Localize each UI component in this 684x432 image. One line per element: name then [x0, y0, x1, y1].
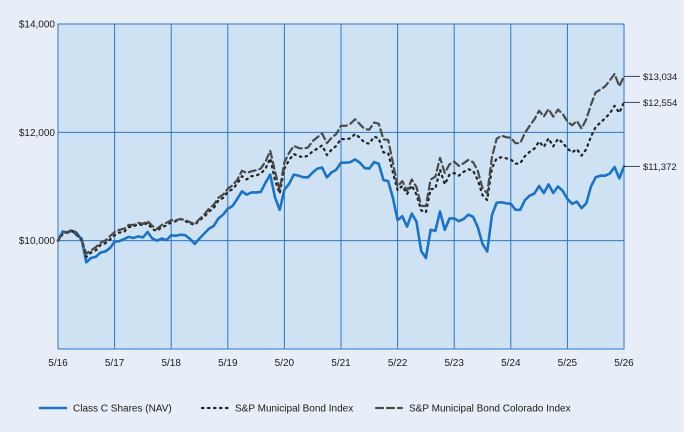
legend-label: S&P Municipal Bond Index — [235, 404, 353, 415]
x-tick-label: 5/21 — [331, 358, 351, 369]
legend: Class C Shares (NAV) S&P Municipal Bond I… — [38, 404, 571, 415]
x-tick-label: 5/23 — [444, 358, 464, 369]
y-tick-label: $12,000 — [19, 128, 56, 139]
x-tick-label: 5/18 — [161, 358, 181, 369]
legend-label: S&P Municipal Bond Colorado Index — [409, 404, 571, 415]
series-line-2 — [56, 72, 626, 255]
legend-label: Class C Shares (NAV) — [73, 404, 172, 415]
x-tick-label: 5/24 — [501, 358, 521, 369]
series-lines — [56, 72, 626, 264]
end-label: $11,372 — [643, 162, 677, 173]
x-tick-label: 5/20 — [275, 358, 295, 369]
x-tick-label: 5/26 — [614, 358, 634, 369]
x-tick-label: 5/25 — [558, 358, 578, 369]
end-label: $13,034 — [643, 72, 677, 83]
axes: $10,000 $12,000 $14,000 5/16 5/17 5/18 5/19 5/2… — [19, 20, 634, 370]
plot-border — [57, 23, 625, 350]
x-tick-label: 5/22 — [388, 358, 408, 369]
x-tick-label: 5/16 — [48, 358, 68, 369]
end-label: $12,554 — [643, 98, 677, 109]
end-labels: $11,372 $12,554 $13,034 — [624, 72, 677, 173]
x-tick-label: 5/17 — [105, 358, 125, 369]
series-line-1 — [56, 101, 626, 259]
x-tick-label: 5/19 — [218, 358, 238, 369]
y-tick-label: $14,000 — [19, 20, 56, 31]
y-tick-label: $10,000 — [19, 236, 56, 247]
series-line-0 — [56, 158, 626, 264]
